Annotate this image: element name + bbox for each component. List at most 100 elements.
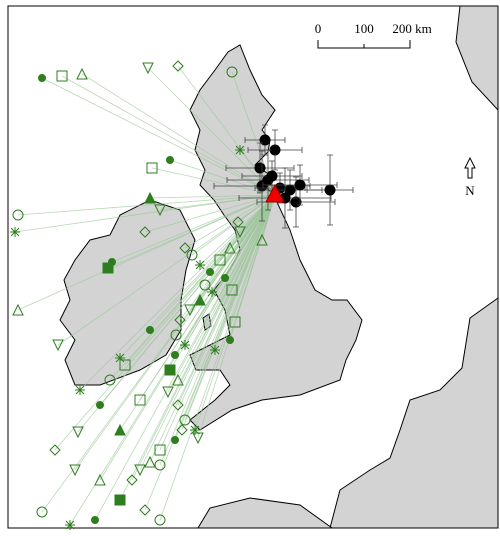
track-line	[119, 194, 276, 359]
symbols	[10, 60, 354, 530]
site-symbol	[75, 385, 85, 395]
tracked-point	[266, 170, 278, 182]
track-line	[159, 194, 276, 451]
site-symbol	[94, 473, 106, 486]
tracked-point	[254, 162, 266, 174]
north-arrow: N	[464, 156, 476, 198]
site-symbol	[232, 216, 244, 228]
site-symbol	[72, 426, 84, 439]
site-symbol	[226, 66, 238, 78]
track-line	[124, 194, 276, 366]
track-line	[179, 194, 276, 321]
tracked-point	[259, 134, 271, 146]
site-symbol	[38, 74, 46, 82]
track-line	[144, 194, 276, 233]
site-symbol	[154, 514, 166, 526]
site-symbol	[154, 444, 166, 456]
site-symbol	[115, 353, 125, 363]
track-line	[159, 194, 276, 466]
scale-label: 200 km	[392, 21, 431, 36]
site-symbol	[65, 520, 75, 530]
site-symbol	[119, 359, 131, 371]
site-symbol	[195, 260, 205, 270]
site-symbol	[172, 373, 184, 386]
track-line	[81, 73, 276, 196]
track-line	[199, 194, 276, 266]
scale-label: 0	[315, 21, 322, 36]
track-line	[41, 77, 276, 196]
site-symbol	[170, 329, 182, 341]
track-line	[119, 194, 276, 501]
site-symbol	[180, 340, 190, 350]
site-symbol	[184, 304, 196, 317]
track-line	[139, 194, 276, 471]
track-line	[57, 194, 276, 346]
site-symbol	[162, 386, 174, 399]
site-symbol	[234, 226, 246, 239]
track-line	[184, 194, 276, 249]
north-arrow-shape	[464, 156, 476, 179]
track-line	[151, 167, 276, 196]
site-symbol	[179, 242, 191, 254]
site-symbol	[52, 339, 64, 352]
site-symbol	[164, 364, 176, 376]
site-symbol	[171, 351, 179, 359]
site-symbol	[229, 316, 241, 328]
site-symbol	[139, 504, 151, 516]
site-symbol	[176, 424, 188, 436]
site-symbol	[226, 336, 234, 344]
track-line	[194, 194, 276, 431]
site-symbol	[12, 209, 24, 221]
track-line	[74, 194, 276, 471]
site-symbol	[134, 394, 146, 406]
track-line	[99, 194, 276, 481]
site-symbol	[96, 401, 104, 409]
track-line	[119, 194, 276, 431]
brittany	[197, 497, 334, 529]
norway	[455, 5, 499, 112]
site-symbol	[172, 399, 184, 411]
site-symbol	[146, 162, 158, 174]
site-symbol	[235, 145, 245, 155]
site-symbol	[139, 226, 151, 238]
track-line	[149, 194, 276, 331]
track-line	[169, 159, 276, 196]
site-symbol	[56, 70, 68, 82]
scale-bar-line	[317, 40, 411, 49]
site-symbol	[221, 274, 229, 282]
site-symbol	[146, 326, 154, 334]
site-symbol	[12, 303, 24, 316]
site-symbol	[210, 345, 220, 355]
site-symbol	[69, 464, 81, 477]
site-symbol	[171, 436, 179, 444]
site-symbol	[199, 279, 211, 291]
track-line	[17, 194, 276, 311]
north-label: N	[465, 183, 475, 198]
site-symbol	[172, 60, 184, 72]
track-line	[177, 65, 276, 196]
track-line	[159, 194, 276, 521]
site-symbol	[192, 432, 204, 445]
site-symbol	[144, 191, 156, 204]
site-symbol	[142, 62, 154, 75]
site-symbol	[154, 459, 166, 471]
site-symbol	[49, 444, 61, 456]
site-symbol	[154, 204, 166, 217]
site-symbol	[36, 506, 48, 518]
site-symbol	[114, 423, 126, 436]
track-line	[149, 194, 276, 463]
site-symbol	[256, 233, 268, 246]
track-line	[54, 194, 276, 451]
track-line	[94, 194, 276, 521]
site-symbol	[194, 293, 206, 306]
scale-label: 100	[354, 21, 374, 36]
site-symbol	[190, 425, 200, 435]
site-symbol	[226, 284, 238, 296]
track-line	[17, 194, 276, 216]
tracked-point	[269, 144, 281, 156]
site-symbol	[134, 464, 146, 477]
site-symbol	[186, 249, 198, 261]
tracked-point	[324, 184, 336, 196]
